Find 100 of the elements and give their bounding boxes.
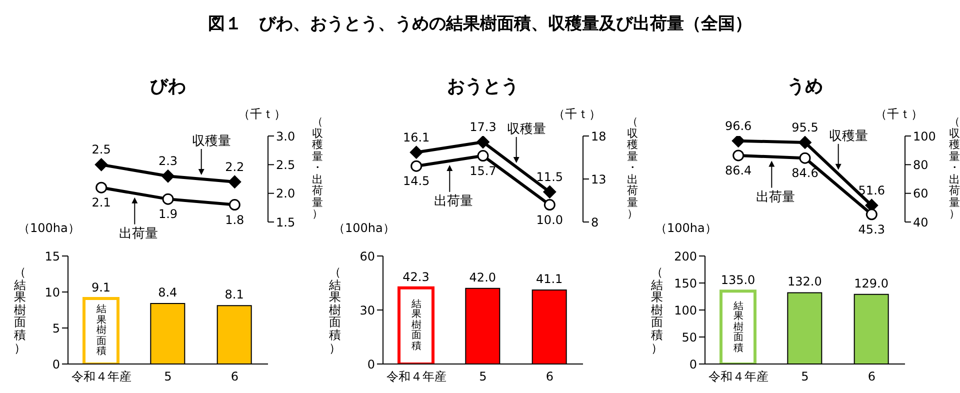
point	[476, 136, 490, 149]
data-label: 135.0	[720, 273, 756, 288]
y-tick-label: 0	[367, 357, 375, 372]
x-tick-label: 令和４年産	[708, 370, 768, 384]
x-tick-label: 6	[230, 370, 238, 384]
y-axis-title: （結果樹面積）	[329, 265, 341, 355]
annotation: （100ha）	[18, 220, 80, 237]
point	[162, 170, 174, 183]
point	[732, 136, 745, 148]
point	[732, 150, 744, 162]
data-label: 84.6	[792, 166, 818, 180]
data-label: 17.3	[470, 120, 496, 134]
data-label: 9.1	[91, 280, 111, 294]
y-tick-label: 3.0	[276, 129, 296, 144]
y-tick-label: 2.0	[276, 186, 296, 201]
series-label: 収穫量	[506, 122, 546, 137]
point	[477, 150, 489, 162]
data-label: 2.3	[158, 154, 178, 168]
x-tick-label: 6	[546, 370, 554, 384]
annotation: 結果樹面積	[96, 304, 106, 358]
y-axis-title: （結果樹面積）	[651, 265, 663, 355]
data-label: 8.4	[158, 286, 178, 300]
x-tick-label: 6	[868, 370, 876, 384]
data-label: 95.5	[792, 120, 818, 134]
data-label: 10.0	[536, 212, 564, 227]
text: （千ｔ）	[875, 106, 923, 123]
data-label: 14.5	[402, 174, 430, 188]
data-label: 15.7	[470, 164, 496, 178]
data-label: 42.3	[402, 270, 430, 284]
point	[798, 136, 812, 149]
data-label: 132.0	[787, 274, 822, 289]
y-tick-label: 13	[591, 172, 606, 186]
data-label: 8.1	[224, 288, 244, 302]
text: （千ｔ）	[238, 106, 286, 123]
point	[410, 160, 422, 172]
data-label: 45.3	[858, 222, 886, 236]
data-label: 11.5	[536, 170, 564, 184]
y-axis-title: （結果樹面積）	[14, 265, 26, 355]
chart-subtitle: おうとう	[446, 75, 520, 98]
legend-label: 出荷量	[756, 190, 796, 205]
y-tick-label: 5	[52, 321, 60, 336]
y-tick-label: 150	[674, 276, 697, 290]
y-tick-label: 30	[360, 303, 375, 318]
annotation: 結果樹面積	[733, 300, 744, 354]
text: （収穫量・出荷量）	[312, 115, 323, 220]
y-tick-label: 10	[44, 285, 60, 300]
data-label: 41.1	[536, 272, 563, 286]
data-label: 1.8	[225, 212, 244, 227]
data-label: 2.2	[225, 160, 244, 174]
point	[94, 158, 108, 172]
y-tick-label: 60	[360, 249, 375, 264]
y-tick-label: 200	[674, 249, 697, 264]
x-tick-label: 5	[801, 370, 809, 384]
data-label: 2.5	[92, 142, 111, 157]
annotation: （100ha）	[655, 220, 717, 237]
text: 収穫量	[192, 134, 231, 149]
chart-subtitle: うめ	[786, 75, 824, 98]
annotation: （100ha）	[333, 220, 395, 237]
y-tick-label: 8	[591, 215, 599, 230]
y-tick-label: 18	[591, 129, 606, 144]
text: （収穫量・出荷量）	[949, 115, 960, 220]
point	[543, 185, 556, 198]
point	[162, 193, 174, 205]
data-label: 129.0	[854, 276, 889, 290]
text: （千ｔ）	[553, 106, 601, 123]
point	[544, 199, 556, 211]
data-label: 86.4	[724, 163, 752, 178]
legend-label: 出荷量	[119, 226, 158, 242]
point	[799, 152, 811, 164]
point	[866, 208, 878, 220]
point	[228, 175, 242, 188]
x-tick-label: 5	[164, 370, 172, 384]
data-label: 42.0	[469, 270, 496, 284]
data-label: 1.9	[158, 207, 178, 222]
point	[410, 146, 423, 159]
data-label: 51.6	[858, 183, 886, 198]
text: （収穫量・出荷量）	[627, 115, 638, 220]
text: 図１ びわ、おうとう、うめの結果樹面積、収穫量及び出荷量（全国）	[207, 13, 753, 35]
x-tick-label: 5	[479, 370, 487, 384]
y-tick-label: 100	[913, 129, 936, 144]
x-tick-label: 令和４年産	[386, 370, 446, 384]
y-tick-label: 1.5	[276, 215, 296, 230]
y-tick-label: 2.5	[276, 158, 296, 172]
y-tick-label: 15	[44, 249, 60, 264]
series-label: 収穫量	[828, 128, 868, 144]
y-tick-label: 50	[682, 330, 697, 344]
legend-label: 出荷量	[434, 194, 474, 209]
annotation: 結果樹面積	[411, 298, 422, 352]
y-tick-label: 0	[52, 357, 60, 372]
chart-subtitle: びわ	[149, 75, 187, 98]
y-tick-label: 100	[674, 303, 697, 318]
x-tick-label: 令和４年産	[71, 370, 132, 384]
y-tick-label: 40	[913, 215, 928, 230]
data-label: 2.1	[92, 196, 111, 210]
point	[228, 199, 240, 211]
y-tick-label: 60	[913, 186, 928, 201]
point	[96, 182, 108, 194]
data-label: 16.1	[402, 130, 430, 144]
y-tick-label: 0	[689, 357, 697, 372]
y-tick-label: 80	[913, 158, 928, 172]
